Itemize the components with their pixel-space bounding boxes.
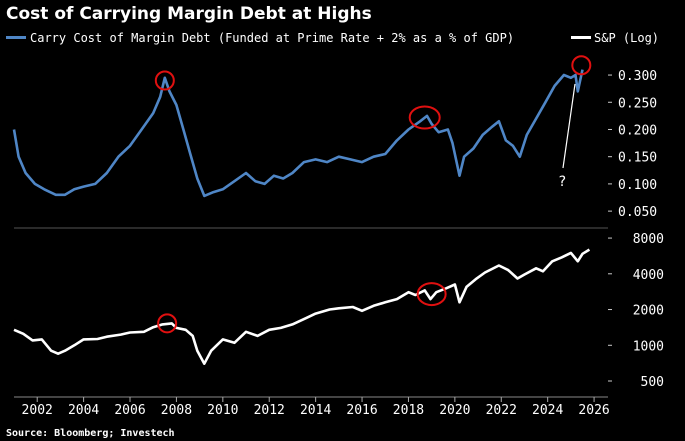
top-y-tick-label: 0.250 <box>618 96 657 111</box>
highlight-circle <box>154 70 175 91</box>
series-line-sp500 <box>13 248 591 365</box>
x-tick-label: 2008 <box>161 403 192 418</box>
top-y-tick-label: 0.100 <box>618 178 657 193</box>
bottom-y-tick-label: 1000 <box>633 339 664 354</box>
highlight-circles <box>154 55 592 334</box>
highlight-circle <box>157 313 178 334</box>
x-tick-label: 2012 <box>254 403 285 418</box>
top-y-tick-label: 0.200 <box>618 123 657 138</box>
source-note: Source: Bloomberg; Investech <box>6 428 175 439</box>
annotation-arrow <box>562 83 576 169</box>
x-tick-label: 2004 <box>68 403 99 418</box>
x-tick-label: 2002 <box>22 403 53 418</box>
x-tick-label: 2006 <box>114 403 145 418</box>
chart-title: Cost of Carrying Margin Debt at Highs <box>6 4 372 24</box>
x-tick-label: 2018 <box>393 403 424 418</box>
highlight-circle <box>416 282 447 307</box>
series-line-carry-cost <box>12 69 584 198</box>
top-y-tick-label: 0.300 <box>618 69 657 84</box>
legend-label-carry-cost: Carry Cost of Margin Debt (Funded at Pri… <box>30 31 514 45</box>
legend: Carry Cost of Margin Debt (Funded at Pri… <box>6 31 659 45</box>
x-axis: 2002 2004 2006 2008 2010 2012 2014 2016 2018 2020… <box>14 396 610 418</box>
legend-label-sp500: S&P (Log) <box>594 31 659 45</box>
x-tick-label: 2020 <box>439 403 470 418</box>
bottom-y-tick-label: 500 <box>641 375 664 390</box>
bottom-y-axis: 500 1000 2000 4000 8000 <box>608 232 664 390</box>
bottom-y-tick-label: 4000 <box>633 268 664 283</box>
bottom-y-tick-label: 8000 <box>633 232 664 247</box>
highlight-circle <box>571 55 592 76</box>
bottom-y-tick-label: 2000 <box>633 304 664 319</box>
x-tick-label: 2014 <box>300 403 331 418</box>
x-tick-label: 2016 <box>346 403 377 418</box>
x-tick-label: 2026 <box>578 403 609 418</box>
top-y-tick-label: 0.050 <box>618 205 657 220</box>
x-tick-label: 2024 <box>532 403 563 418</box>
annotation-question-mark: ? <box>558 174 566 190</box>
legend-swatch-carry-cost <box>6 36 26 39</box>
top-y-axis: 0.050 0.100 0.150 0.200 0.250 0.300 <box>608 69 657 220</box>
x-tick-label: 2022 <box>486 403 517 418</box>
highlight-circle <box>408 105 441 130</box>
top-y-tick-label: 0.150 <box>618 151 657 166</box>
legend-swatch-sp500 <box>571 36 591 39</box>
x-tick-label: 2010 <box>207 403 238 418</box>
